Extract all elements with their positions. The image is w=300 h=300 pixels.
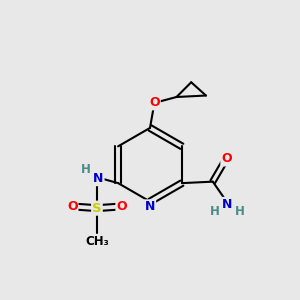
Text: H: H	[235, 205, 245, 218]
Text: N: N	[145, 200, 155, 213]
Text: H: H	[81, 164, 91, 176]
Text: N: N	[93, 172, 103, 185]
Text: S: S	[92, 202, 102, 215]
Text: CH₃: CH₃	[85, 235, 109, 248]
Text: O: O	[67, 200, 77, 213]
Text: N: N	[222, 198, 233, 211]
Text: O: O	[116, 200, 127, 213]
Text: O: O	[221, 152, 232, 166]
Text: H: H	[210, 205, 220, 218]
Text: O: O	[149, 96, 160, 110]
